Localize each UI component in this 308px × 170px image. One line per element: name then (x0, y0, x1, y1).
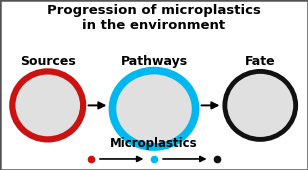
Text: Sources: Sources (20, 55, 76, 68)
Text: Fate: Fate (245, 55, 276, 68)
Ellipse shape (225, 71, 296, 139)
Ellipse shape (12, 71, 83, 139)
Ellipse shape (112, 71, 196, 147)
Text: Microplastics: Microplastics (110, 137, 198, 150)
Text: Pathways: Pathways (120, 55, 188, 68)
Text: Progression of microplastics
in the environment: Progression of microplastics in the envi… (47, 4, 261, 32)
